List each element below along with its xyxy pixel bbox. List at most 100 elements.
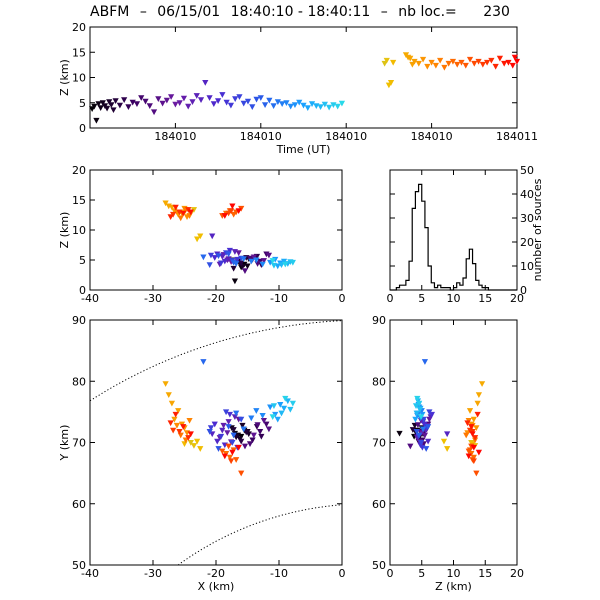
x-axis-label: X (km) bbox=[198, 580, 235, 593]
source-point bbox=[308, 101, 316, 107]
source-point bbox=[228, 458, 235, 465]
x-tick-label: 184010 bbox=[154, 130, 196, 143]
source-point bbox=[407, 55, 414, 62]
source-point bbox=[239, 422, 246, 429]
x-tick-label: 184010 bbox=[411, 130, 453, 143]
source-point bbox=[190, 443, 198, 449]
source-point bbox=[265, 426, 273, 433]
source-point bbox=[224, 430, 231, 436]
source-point bbox=[424, 438, 432, 445]
source-point bbox=[187, 209, 194, 216]
source-point bbox=[172, 204, 179, 211]
source-point bbox=[187, 431, 194, 438]
title-time-range: 18:40:10 - 18:40:11 bbox=[231, 4, 371, 20]
source-point bbox=[246, 441, 254, 447]
x-tick-label: 184010 bbox=[240, 130, 282, 143]
source-point bbox=[464, 420, 471, 427]
y-tick-label: 60 bbox=[72, 498, 86, 511]
source-point bbox=[466, 408, 474, 414]
source-point bbox=[280, 405, 288, 412]
source-point bbox=[193, 93, 200, 99]
source-point bbox=[214, 438, 221, 445]
source-point bbox=[221, 453, 228, 460]
source-point bbox=[185, 103, 192, 110]
y-axis-label: number of sources bbox=[531, 178, 544, 281]
source-point bbox=[219, 427, 226, 434]
source-point bbox=[236, 94, 243, 100]
source-point bbox=[284, 398, 291, 405]
source-point bbox=[206, 95, 213, 101]
source-point bbox=[95, 101, 102, 107]
source-point bbox=[511, 54, 518, 61]
x-tick-label: 5 bbox=[418, 567, 425, 580]
source-point bbox=[260, 258, 267, 264]
source-point bbox=[243, 429, 250, 436]
source-point bbox=[441, 64, 448, 71]
x-tick-label: 15 bbox=[478, 567, 492, 580]
source-point bbox=[235, 444, 242, 451]
source-point bbox=[142, 98, 149, 105]
source-point bbox=[291, 102, 299, 108]
source-point bbox=[175, 408, 182, 414]
source-point bbox=[165, 392, 172, 398]
title-date: 06/15/01 bbox=[157, 4, 220, 20]
source-point bbox=[193, 236, 201, 243]
source-point bbox=[421, 432, 429, 439]
source-point bbox=[240, 426, 247, 433]
source-point bbox=[419, 56, 427, 63]
source-point bbox=[296, 99, 303, 106]
source-point bbox=[468, 424, 475, 430]
source-point bbox=[125, 104, 132, 111]
source-point bbox=[108, 102, 115, 108]
source-point bbox=[265, 252, 273, 259]
source-point bbox=[474, 400, 481, 407]
source-point bbox=[138, 95, 145, 101]
source-point bbox=[409, 61, 416, 68]
source-point bbox=[418, 414, 425, 421]
source-point bbox=[172, 411, 179, 418]
x-tick-label: 0 bbox=[339, 292, 346, 305]
source-point bbox=[226, 454, 233, 461]
source-point bbox=[253, 257, 260, 264]
y-tick-label: 20 bbox=[72, 21, 86, 34]
x-axis-label: Z (km) bbox=[435, 580, 472, 593]
title-count-value: 230 bbox=[483, 4, 510, 20]
title-count-label: nb loc.= bbox=[398, 4, 457, 20]
source-point bbox=[416, 400, 423, 407]
source-point bbox=[97, 105, 104, 112]
x-tick-label: 0 bbox=[387, 567, 394, 580]
source-point bbox=[193, 438, 201, 445]
source-point bbox=[211, 255, 218, 261]
source-point bbox=[180, 95, 188, 102]
source-point bbox=[428, 411, 436, 418]
source-point bbox=[200, 359, 207, 365]
histogram-bin bbox=[403, 285, 406, 290]
source-point bbox=[414, 422, 422, 428]
source-point bbox=[219, 253, 226, 260]
source-point bbox=[240, 256, 247, 263]
source-point bbox=[231, 249, 239, 255]
source-point bbox=[200, 254, 207, 261]
source-point bbox=[321, 101, 328, 108]
plot-frame bbox=[89, 319, 343, 566]
y-tick-label: 90 bbox=[372, 314, 386, 327]
source-point bbox=[241, 443, 249, 450]
source-point bbox=[121, 97, 128, 103]
source-point bbox=[465, 453, 472, 460]
source-point bbox=[225, 443, 232, 450]
source-point bbox=[162, 200, 169, 207]
source-point bbox=[197, 446, 204, 452]
source-point bbox=[133, 101, 141, 107]
source-point bbox=[492, 63, 499, 70]
source-point bbox=[250, 254, 257, 261]
source-point bbox=[484, 59, 491, 66]
source-point bbox=[462, 62, 469, 69]
source-point bbox=[225, 419, 232, 425]
source-point bbox=[176, 428, 183, 435]
source-point bbox=[283, 100, 290, 106]
source-point bbox=[230, 432, 237, 439]
source-point bbox=[278, 410, 285, 417]
plot-frame bbox=[389, 319, 518, 566]
source-point bbox=[465, 448, 472, 455]
